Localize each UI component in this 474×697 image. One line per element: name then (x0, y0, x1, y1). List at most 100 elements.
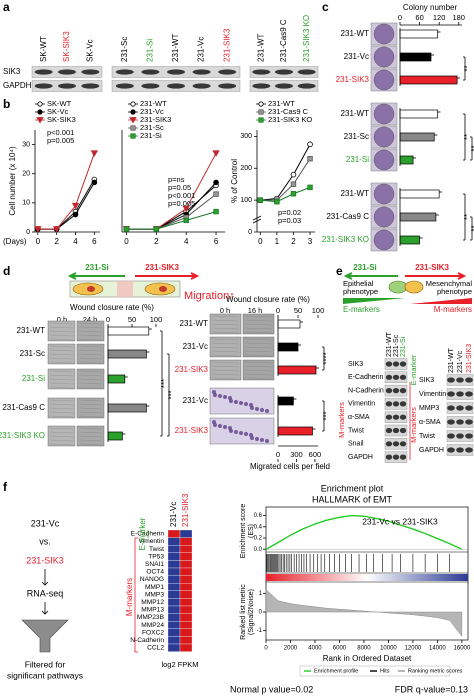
image-texture (244, 323, 273, 326)
plate (373, 183, 395, 205)
image-panel (47, 368, 76, 390)
bar (277, 342, 299, 352)
lane-label: 231-Vc (197, 37, 206, 62)
cell (404, 280, 424, 294)
legend-marker (37, 109, 43, 115)
image-texture (211, 377, 240, 380)
side-label: M-markers (337, 402, 346, 438)
migrated-cell (223, 395, 227, 399)
x-tick-label: 0 (276, 306, 280, 315)
nucleus (159, 286, 167, 292)
row-label: N-Cadherin (348, 387, 384, 394)
blot-band (297, 69, 316, 75)
legend-marker (258, 101, 264, 107)
point (90, 150, 99, 157)
heatmap-cell (167, 537, 181, 546)
group-bracket (134, 537, 138, 653)
blot-band (385, 401, 393, 407)
legend-label: 231-Cas9 C (268, 107, 309, 116)
legend-label: 231-SIK3 KO (268, 115, 312, 124)
blot-band (252, 69, 271, 75)
row-label: E-Cadherin (348, 374, 384, 381)
x-tick-label: 4 (184, 237, 189, 246)
y-tick-label: 30 (22, 141, 30, 148)
metric-area (265, 589, 463, 638)
bar (277, 396, 294, 406)
legend-marker (129, 117, 137, 124)
rank-colorbar (266, 574, 468, 581)
point (307, 155, 313, 162)
point (257, 197, 264, 203)
blot-band (399, 441, 407, 447)
lane-label: 231-Sc (120, 37, 129, 62)
image-texture (78, 431, 103, 434)
migrated-cell (229, 399, 233, 403)
lane-label: SK-Vc (85, 39, 94, 62)
row-label: SNAI1 (145, 561, 164, 568)
row-label: MMP12 (141, 599, 164, 606)
blot-band (115, 83, 134, 89)
migrated-cell (244, 402, 248, 406)
row-label: GAPDH (3, 81, 32, 90)
heatmap-cell (179, 567, 193, 576)
image-texture (49, 435, 74, 438)
blot-band (385, 427, 393, 434)
blot-band (385, 454, 393, 460)
significance: ** (463, 65, 472, 71)
blot-band (465, 447, 473, 453)
point (290, 171, 297, 178)
category-label: 231-Si (22, 374, 45, 383)
heatmap-cell (179, 605, 193, 614)
plate (373, 103, 395, 125)
heatmap-cell (179, 529, 193, 538)
x-tick-label: 2 (54, 237, 59, 246)
image-panel (76, 320, 105, 342)
blot-band (252, 83, 271, 89)
blot-band (167, 69, 185, 75)
heatmap-cell (167, 628, 181, 637)
significance: **** (322, 352, 331, 364)
flow-arrow (41, 602, 49, 615)
legend-marker (258, 117, 264, 123)
phenotype-label: phenotype (437, 287, 472, 296)
blot-band (399, 374, 407, 380)
legend-label: 231-Vc (140, 107, 164, 116)
heatmap-cell (179, 613, 193, 622)
row-label: Vimentin (419, 391, 446, 398)
image-texture (244, 342, 273, 345)
plot-frame (265, 506, 469, 641)
p-value: p=0.005 (168, 199, 195, 208)
bar (107, 374, 126, 384)
nucleus (87, 286, 95, 292)
heatmap-cell (179, 636, 193, 645)
x-tick-label: 600 (309, 450, 322, 459)
series-line (260, 186, 311, 203)
x-tick-label: 100 (312, 306, 325, 315)
blot-band (447, 405, 455, 411)
migrated-cell (218, 394, 222, 398)
category-label: 231-Vc (183, 396, 208, 405)
y-axis-label: (ES) (248, 524, 255, 538)
heatmap-cell (167, 605, 181, 614)
x-tick-label: 10000 (380, 646, 397, 652)
image-texture (49, 407, 74, 410)
point (290, 191, 297, 197)
flow-arrow (41, 569, 49, 586)
y-axis-label: (Signal2Noise) (248, 589, 255, 635)
column-label: 231-Vc (169, 502, 178, 527)
image-texture (78, 334, 103, 337)
blot-band (456, 391, 464, 397)
bar (399, 29, 438, 39)
legend-label: SK-WT (47, 99, 72, 108)
marker-gradient (343, 298, 405, 304)
legend-label: Hits (380, 668, 390, 674)
time-label: 0 h (57, 315, 67, 324)
row-label: MMP13 (141, 607, 164, 614)
heatmap-cell (179, 537, 193, 546)
panel-letter: b (3, 97, 10, 111)
blot-band (58, 69, 76, 75)
y-axis-label: Cell number (x 10⁴) (8, 146, 17, 216)
legend-marker (130, 101, 136, 107)
blot-band (34, 69, 53, 75)
lane-label: SK-WT (39, 36, 48, 62)
